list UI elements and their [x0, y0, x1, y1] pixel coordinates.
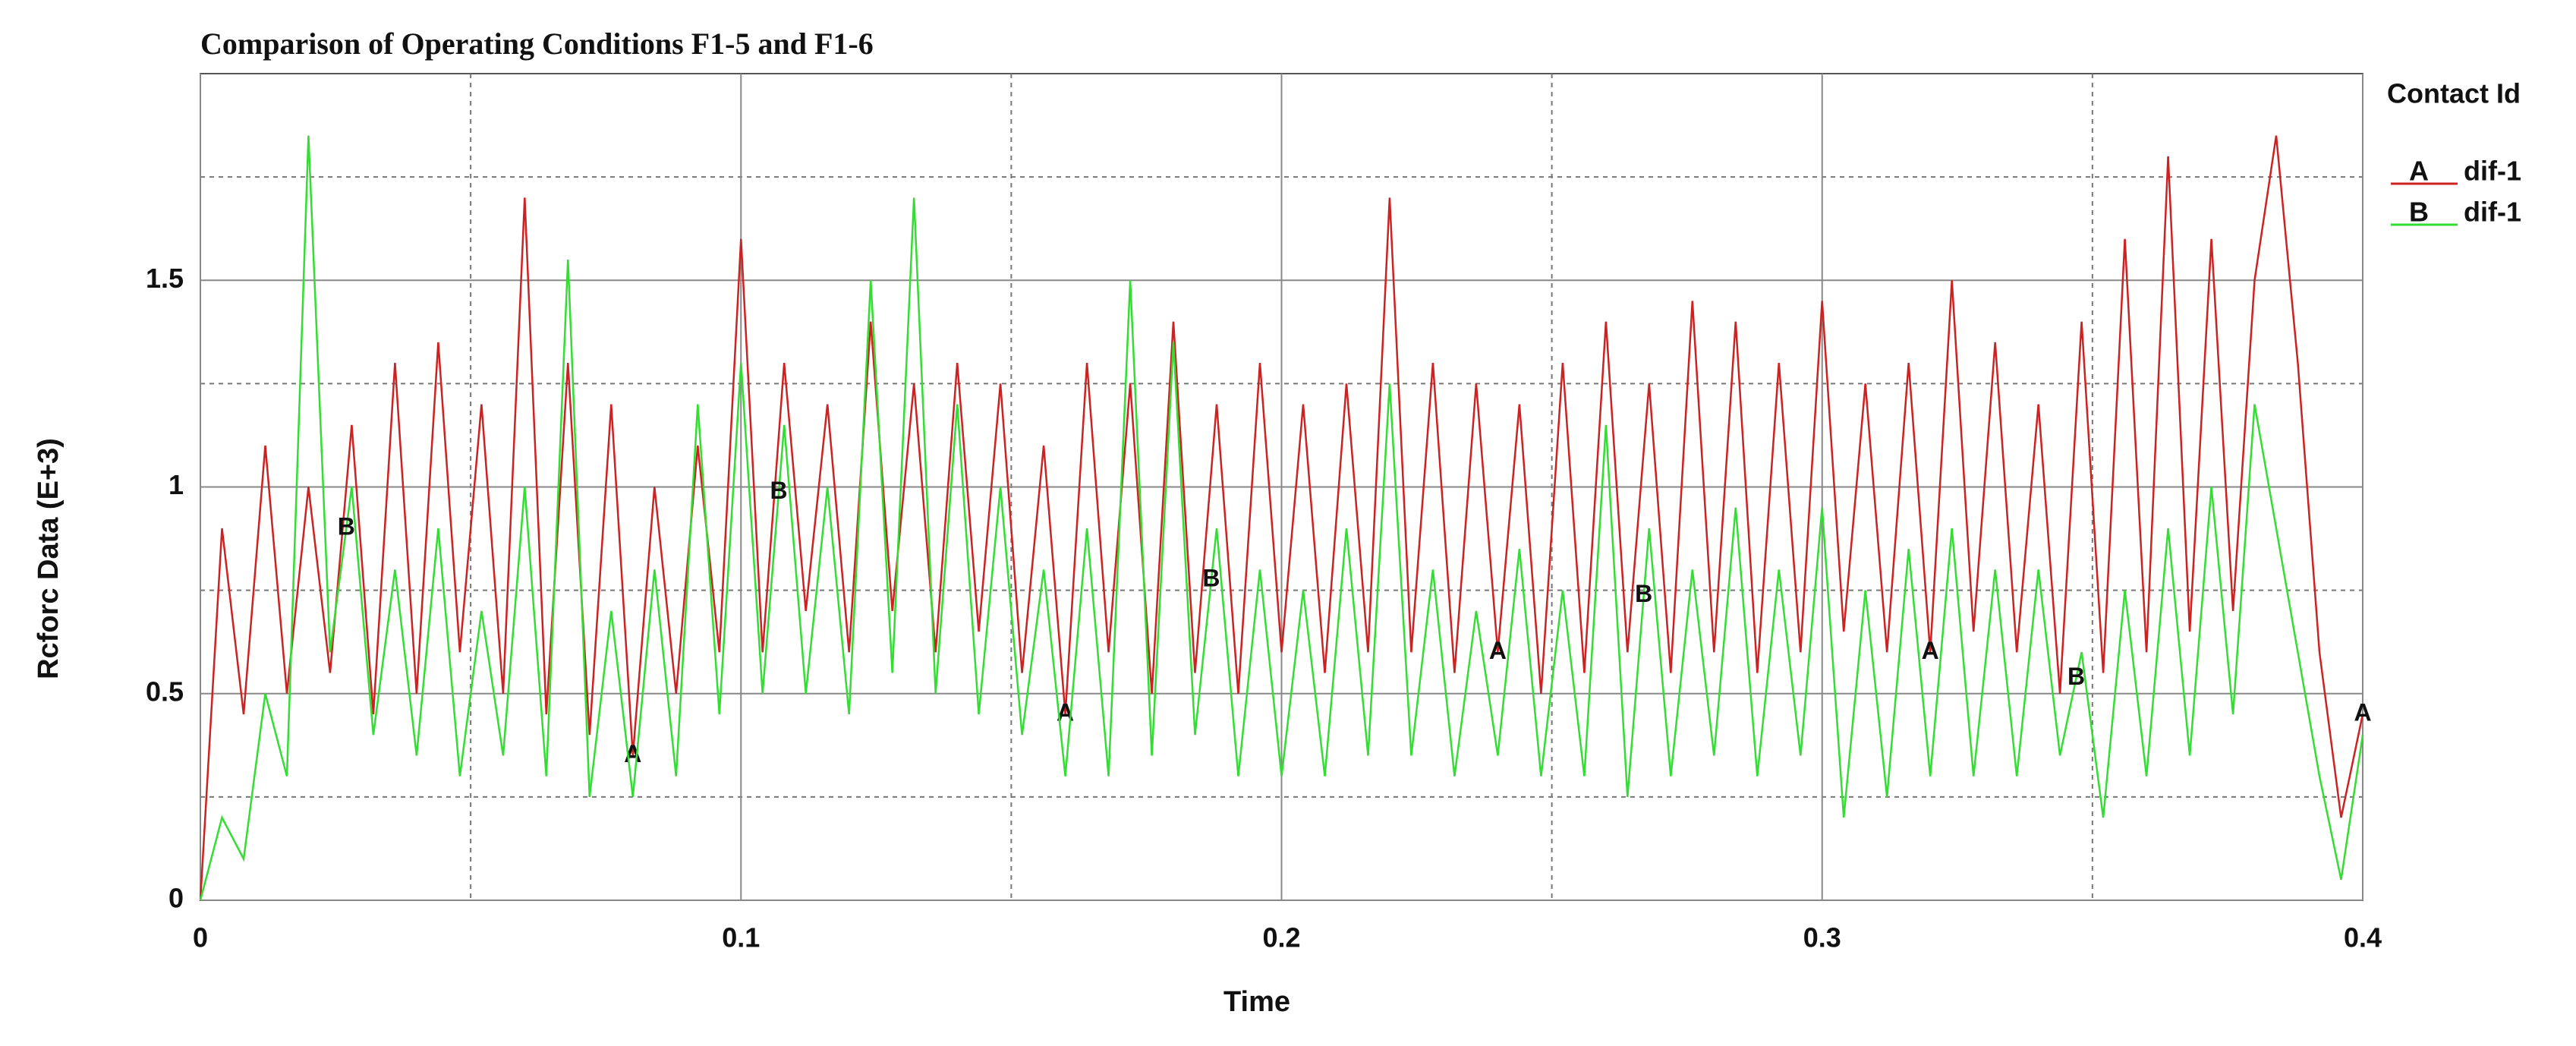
legend-label: dif-1 [2464, 156, 2521, 187]
legend-label: dif-1 [2464, 197, 2521, 228]
curve-symbol: A [2354, 698, 2371, 726]
curve-symbol: B [1635, 580, 1652, 607]
curve-symbol: A [1489, 637, 1507, 664]
curve-symbol: B [770, 477, 788, 504]
series-line [199, 135, 2364, 901]
y-tick-label: 1.5 [146, 263, 184, 294]
x-tick-label: 0.3 [1803, 922, 1841, 953]
chart-title: Comparison of Operating Conditions F1-5 … [200, 27, 874, 61]
curve-symbol: B [1202, 564, 1220, 591]
y-tick-label: 1 [168, 469, 184, 500]
x-tick-label: 0.2 [1262, 922, 1300, 953]
curve-symbol: B [338, 512, 355, 540]
x-axis-label: Time [1223, 986, 1290, 1018]
curve-symbol: B [2067, 663, 2085, 690]
y-tick-label: 0.5 [146, 676, 184, 707]
legend-symbol: B [2409, 197, 2429, 228]
legend-title: Contact Id [2387, 78, 2521, 109]
curve-symbol: A [1922, 637, 1939, 664]
legend-symbol: A [2409, 156, 2429, 187]
x-tick-label: 0.1 [722, 922, 760, 953]
x-tick-label: 0.4 [2344, 922, 2382, 953]
y-tick-label: 0 [168, 883, 184, 914]
series-line [199, 135, 2364, 901]
y-axis-label: Rcforc Data (E+3) [33, 438, 65, 679]
x-tick-label: 0 [193, 922, 208, 953]
